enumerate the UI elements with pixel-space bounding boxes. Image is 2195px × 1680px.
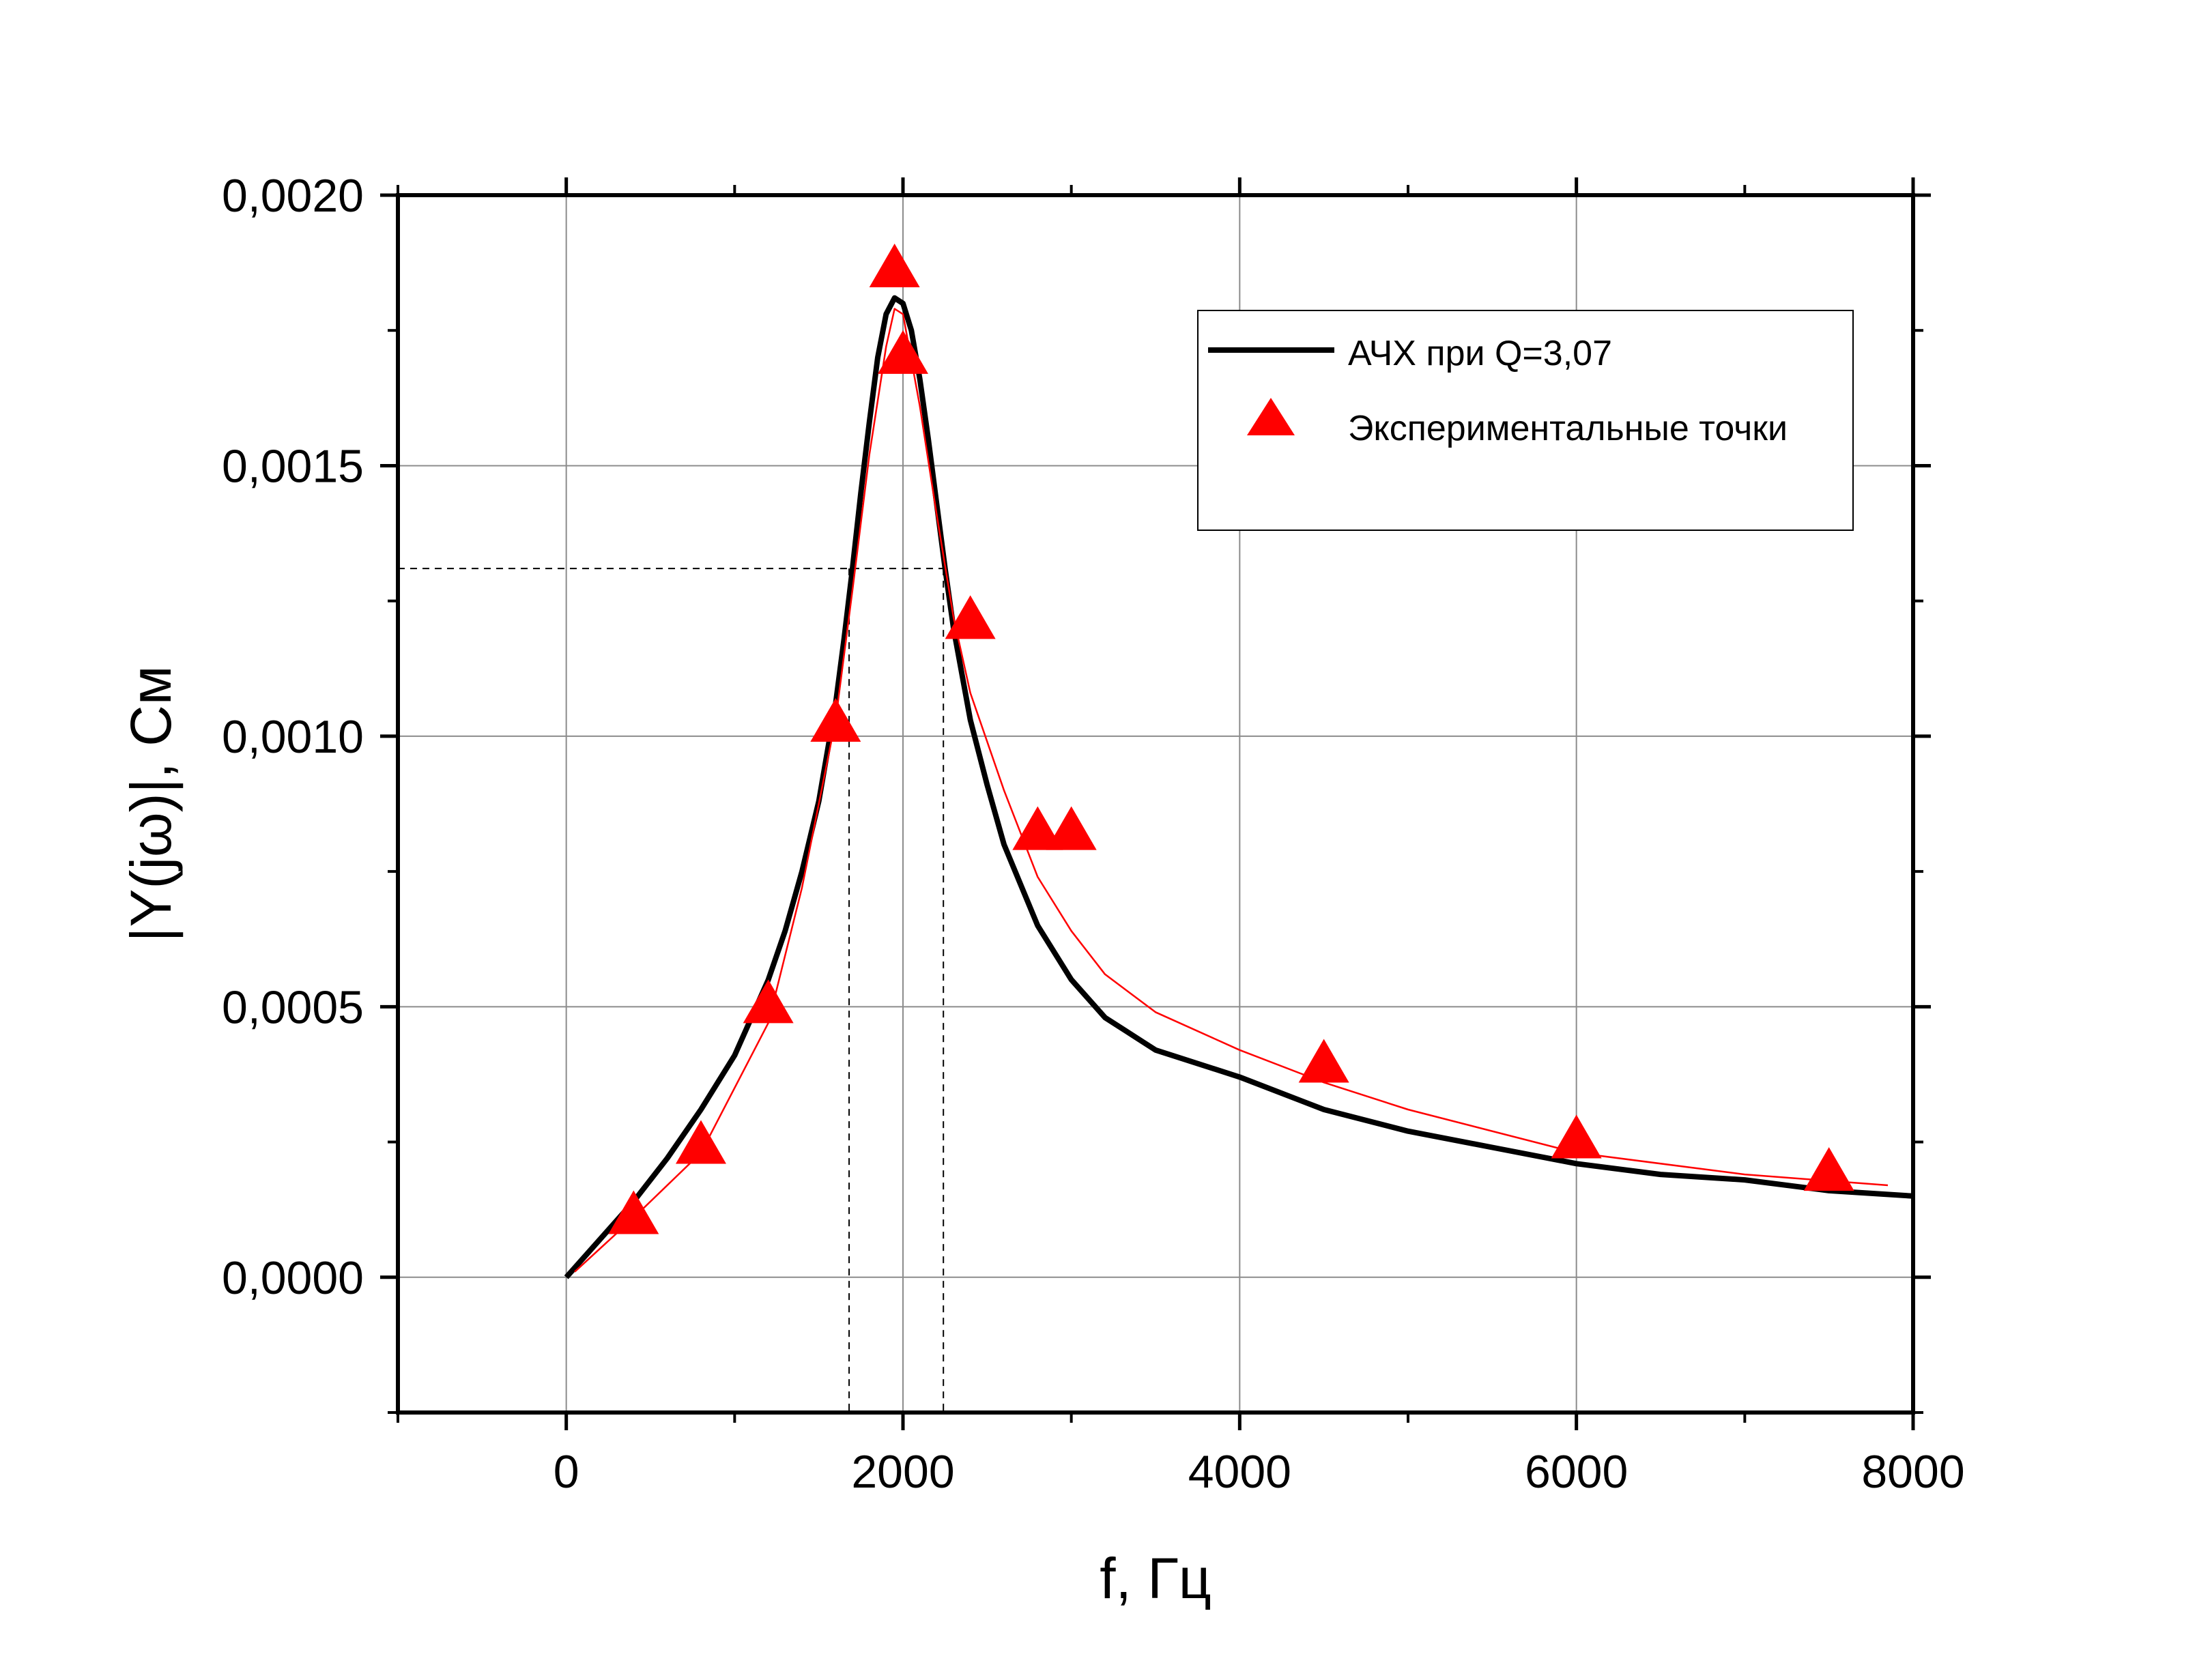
axis-ticks: 0 2000 4000 6000 8000 0,0000 0,0005 0,0010 0,001… bbox=[222, 170, 1965, 1498]
data-point bbox=[810, 698, 861, 742]
dashed-guides bbox=[398, 568, 945, 1413]
legend-line-label: АЧХ при Q=3,07 bbox=[1348, 334, 1612, 373]
x-tick-label: 4000 bbox=[1188, 1446, 1291, 1498]
y-tick-label: 0,0000 bbox=[222, 1252, 364, 1304]
legend-box bbox=[1197, 310, 1854, 531]
legend: АЧХ при Q=3,07 Экспериментальные точки bbox=[1197, 310, 1854, 531]
legend-triangle-swatch bbox=[1247, 398, 1295, 435]
plot-frame bbox=[396, 193, 1915, 1415]
y-tick-label: 0,0015 bbox=[222, 440, 364, 492]
data-point bbox=[1046, 806, 1097, 850]
data-point bbox=[743, 979, 794, 1024]
x-tick-label: 6000 bbox=[1525, 1446, 1628, 1498]
data-point bbox=[1803, 1147, 1854, 1191]
y-tick-label: 0,0005 bbox=[222, 981, 364, 1033]
data-point bbox=[869, 244, 920, 288]
y-axis-title: |Y(jω)|, См bbox=[119, 666, 183, 942]
x-tick-label: 2000 bbox=[851, 1446, 954, 1498]
y-tick-label: 0,0020 bbox=[222, 170, 364, 222]
x-tick-label: 0 bbox=[554, 1446, 579, 1498]
data-point bbox=[878, 330, 928, 374]
y-tick-label: 0,0010 bbox=[222, 711, 364, 763]
x-axis-title: f, Гц bbox=[1100, 1546, 1211, 1610]
data-point bbox=[608, 1190, 659, 1234]
data-point bbox=[676, 1120, 726, 1164]
data-point bbox=[1012, 806, 1063, 850]
data-point bbox=[1298, 1039, 1349, 1083]
x-tick-label: 8000 bbox=[1861, 1446, 1964, 1498]
data-point bbox=[945, 595, 996, 639]
data-point bbox=[1551, 1114, 1602, 1159]
legend-points-label: Экспериментальные точки bbox=[1348, 409, 1788, 448]
series bbox=[564, 244, 1914, 1279]
